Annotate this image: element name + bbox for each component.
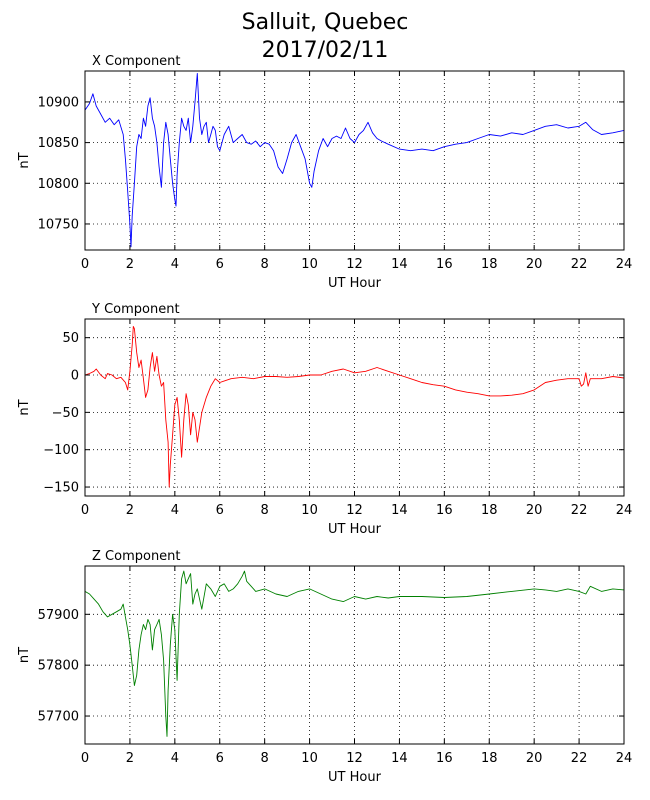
z-component-xtick-label: 22 bbox=[571, 751, 588, 766]
z-component-xtick-label: 10 bbox=[301, 751, 318, 766]
y-component-xtick-label: 14 bbox=[391, 503, 408, 518]
x-component-xtick-label: 18 bbox=[481, 257, 498, 272]
x-component-ytick-label: 10800 bbox=[38, 177, 79, 192]
z-component-xtick-label: 24 bbox=[616, 751, 633, 766]
z-component-ytick-label: 57700 bbox=[38, 710, 79, 725]
x-component-ytick-label: 10850 bbox=[38, 136, 79, 151]
z-component-xtick-label: 18 bbox=[481, 751, 498, 766]
y-component-ytick-label: −50 bbox=[52, 406, 79, 421]
x-component-xtick-label: 6 bbox=[216, 257, 224, 272]
z-component-xtick-label: 4 bbox=[171, 751, 179, 766]
z-component-series-line bbox=[84, 570, 625, 737]
z-component-ylabel: nT bbox=[17, 647, 32, 663]
z-component-ytick-label: 57900 bbox=[38, 608, 79, 623]
y-component-xtick-label: 18 bbox=[481, 503, 498, 518]
x-component-xtick-label: 10 bbox=[301, 257, 318, 272]
x-component-xtick-label: 20 bbox=[526, 257, 543, 272]
x-component-xtick-label: 14 bbox=[391, 257, 408, 272]
y-component-ytick-label: −150 bbox=[43, 481, 79, 496]
x-component-xtick-label: 0 bbox=[81, 257, 89, 272]
x-component-panel: 0 2 4 6 8 10 12 14 16 18 20 22 241075010800108501090… bbox=[17, 54, 632, 291]
x-component-ytick-label: 10750 bbox=[38, 217, 79, 232]
y-component-xtick-label: 8 bbox=[261, 503, 269, 518]
y-component-title: Y Component bbox=[91, 302, 180, 317]
x-component-xtick-label: 2 bbox=[126, 257, 134, 272]
y-component-xtick-label: 20 bbox=[526, 503, 543, 518]
y-component-xlabel: UT Hour bbox=[328, 522, 382, 537]
y-component-xtick-label: 6 bbox=[216, 503, 224, 518]
z-component-ytick-label: 57800 bbox=[38, 659, 79, 674]
x-component-xlabel: UT Hour bbox=[328, 276, 382, 291]
x-component-xtick-label: 24 bbox=[616, 257, 633, 272]
z-component-xlabel: UT Hour bbox=[328, 770, 382, 785]
y-component-ylabel: nT bbox=[17, 399, 32, 415]
y-component-xtick-label: 4 bbox=[171, 503, 179, 518]
y-component-xtick-label: 2 bbox=[126, 503, 134, 518]
z-component-title: Z Component bbox=[92, 549, 181, 564]
x-component-xtick-label: 12 bbox=[346, 257, 363, 272]
z-component-xtick-label: 12 bbox=[346, 751, 363, 766]
y-component-xtick-label: 16 bbox=[436, 503, 453, 518]
z-component-xtick-label: 14 bbox=[391, 751, 408, 766]
z-component-xtick-label: 6 bbox=[216, 751, 224, 766]
x-component-xtick-label: 22 bbox=[571, 257, 588, 272]
x-component-xtick-label: 8 bbox=[261, 257, 269, 272]
y-component-series-line bbox=[84, 326, 625, 488]
x-component-xtick-label: 16 bbox=[436, 257, 453, 272]
y-component-xtick-label: 10 bbox=[301, 503, 318, 518]
z-component-xtick-label: 8 bbox=[261, 751, 269, 766]
y-component-xtick-label: 12 bbox=[346, 503, 363, 518]
y-component-ytick-label: −100 bbox=[43, 443, 79, 458]
x-component-ylabel: nT bbox=[17, 152, 32, 168]
z-component-xtick-label: 2 bbox=[126, 751, 134, 766]
x-component-series-line bbox=[84, 72, 625, 248]
z-component-xtick-label: 0 bbox=[81, 751, 89, 766]
z-component-xtick-label: 20 bbox=[526, 751, 543, 766]
y-component-xtick-label: 0 bbox=[81, 503, 89, 518]
y-component-xtick-label: 24 bbox=[616, 503, 633, 518]
y-component-ytick-label: 50 bbox=[62, 331, 79, 346]
x-component-xtick-label: 4 bbox=[171, 257, 179, 272]
figure-title-line2: 2017/02/11 bbox=[261, 38, 389, 63]
y-component-ytick-label: 0 bbox=[71, 369, 79, 384]
z-component-xtick-label: 16 bbox=[436, 751, 453, 766]
figure-title-line1: Salluit, Quebec bbox=[241, 10, 409, 35]
y-component-xtick-label: 22 bbox=[571, 503, 588, 518]
x-component-ytick-label: 10900 bbox=[38, 95, 79, 110]
x-component-title: X Component bbox=[92, 54, 181, 69]
